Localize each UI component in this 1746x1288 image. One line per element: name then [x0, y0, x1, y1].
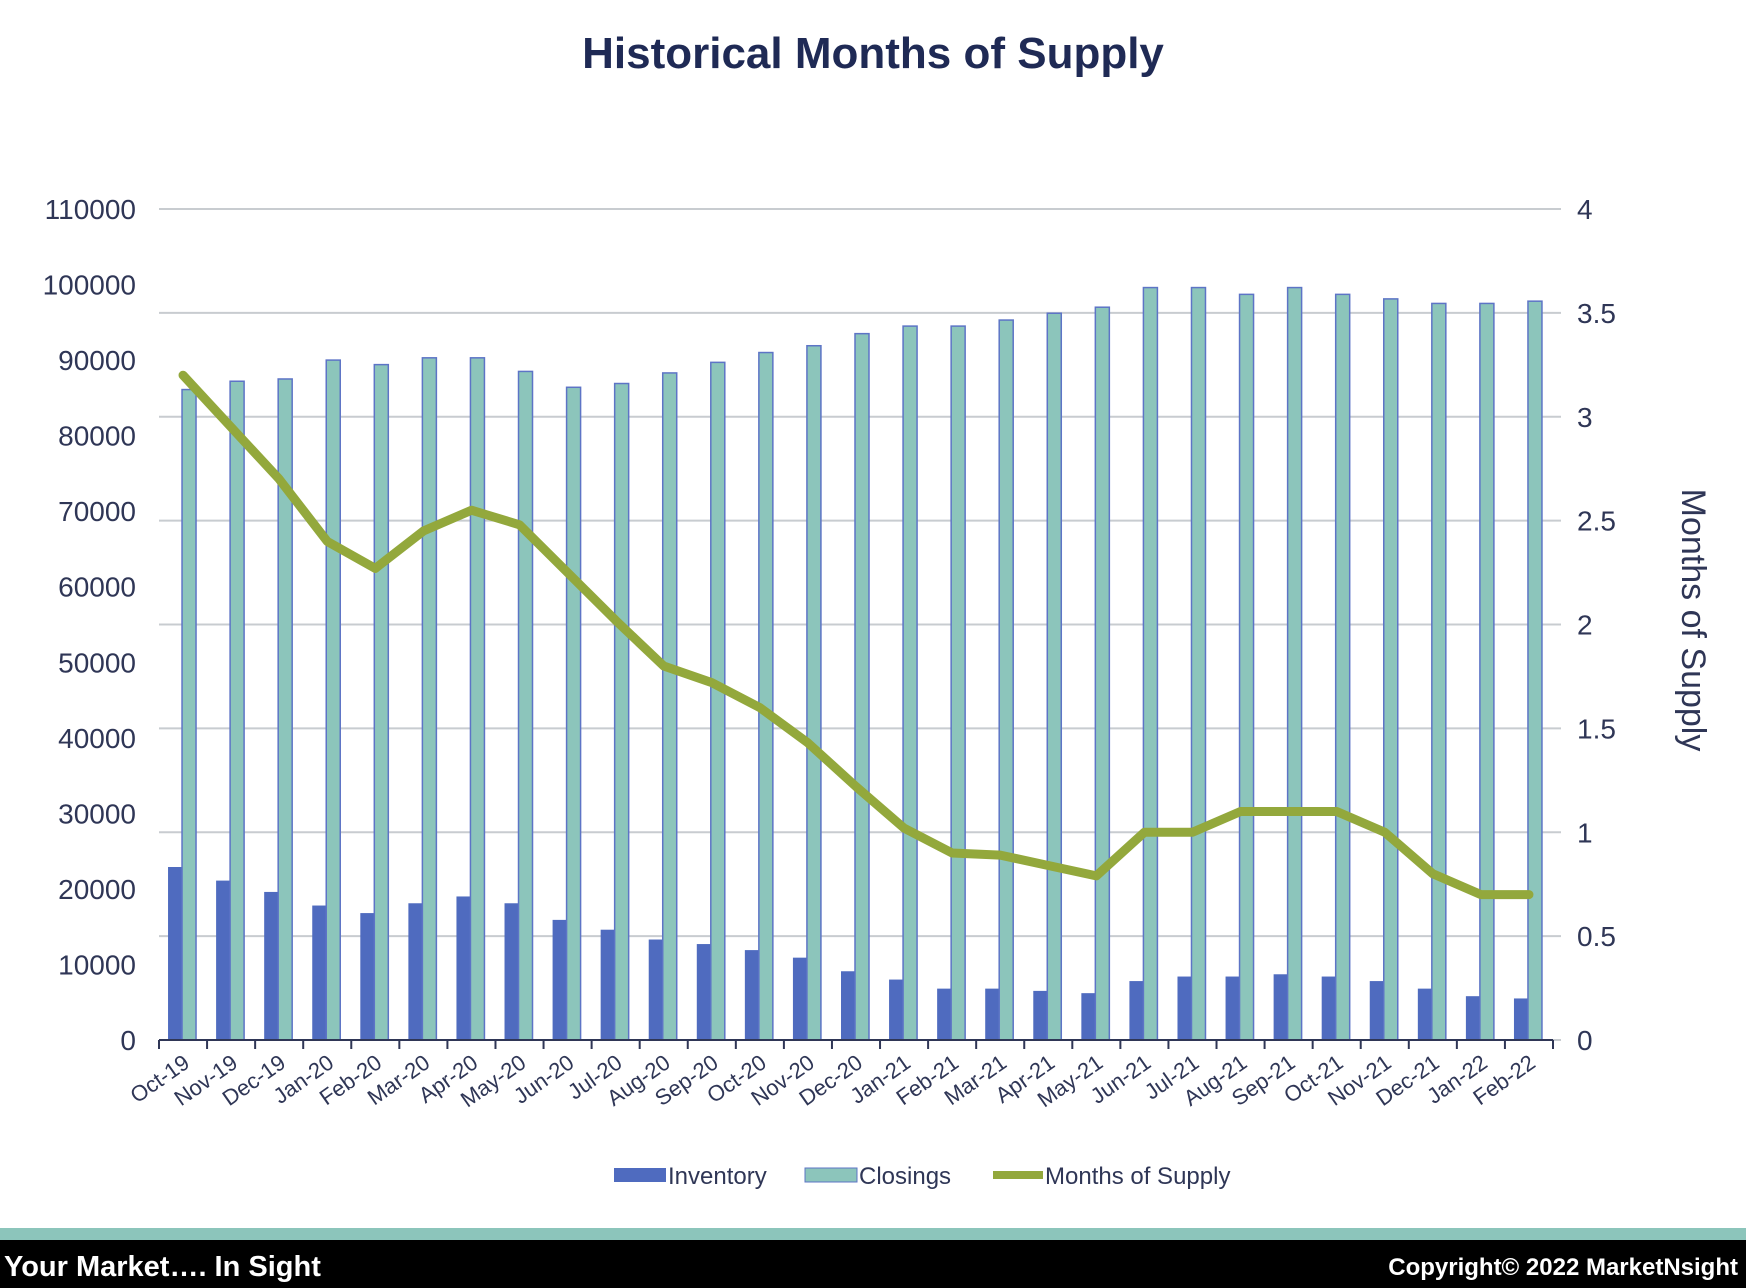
left-tick-label: 20000: [58, 874, 136, 905]
legend-swatch-inventory: [614, 1168, 666, 1182]
closings-bar: [517, 370, 534, 1041]
inventory-bar: [168, 867, 183, 1040]
left-tick-label: 60000: [58, 572, 136, 603]
inventory-bar: [1465, 996, 1480, 1040]
closings-bar: [1431, 302, 1447, 1041]
closings-bar: [565, 386, 582, 1041]
inventory-bar: [360, 913, 375, 1040]
left-tick-label: 30000: [58, 798, 136, 829]
closings-bar: [710, 361, 726, 1041]
left-tick-label: 80000: [58, 421, 136, 452]
closings-bar: [1238, 293, 1255, 1041]
closings-bar: [950, 325, 966, 1041]
inventory-bar: [216, 880, 231, 1040]
left-tick-label: 110000: [45, 194, 136, 225]
inventory-bar: [696, 944, 711, 1040]
legend-label: Closings: [859, 1163, 951, 1190]
inventory-bar: [889, 979, 904, 1040]
inventory-bar: [1225, 976, 1240, 1040]
footer-stripe: [0, 1228, 1746, 1240]
closings-bar: [854, 332, 870, 1041]
right-tick-label: 2.5: [1577, 506, 1616, 537]
inventory-bar: [264, 891, 279, 1040]
legend: Inventory Closings Months of Supply: [614, 1163, 1230, 1190]
inventory-bar: [1321, 976, 1336, 1040]
right-tick-label: 1.5: [1577, 713, 1616, 744]
right-axis-title: Months of Supply: [1674, 489, 1712, 752]
closings-bar: [1190, 286, 1207, 1041]
closings-bar: [998, 319, 1014, 1041]
inventory-bar: [792, 957, 807, 1040]
chart-title: Historical Months of Supply: [582, 29, 1164, 78]
closings-bar: [469, 357, 486, 1041]
inventory-bar: [1369, 981, 1384, 1040]
inventory-bar: [504, 903, 519, 1040]
closings-bar: [181, 388, 197, 1041]
inventory-bar: [1417, 988, 1432, 1040]
right-tick-label: 0.5: [1577, 921, 1616, 952]
closings-bar: [229, 380, 245, 1041]
left-tick-label: 10000: [58, 949, 136, 980]
closings-bar: [325, 359, 341, 1041]
closings-bar: [1334, 293, 1351, 1041]
inventory-bar: [1081, 993, 1096, 1040]
left-tick-label: 50000: [58, 647, 136, 678]
footer-tagline: Your Market…. In Sight: [4, 1251, 321, 1283]
closings-bar: [1527, 300, 1543, 1041]
closings-bar: [1142, 286, 1159, 1041]
closings-bar: [661, 372, 678, 1041]
inventory-bar: [1129, 981, 1144, 1040]
closings-bar: [1094, 306, 1111, 1041]
closings-bar: [1046, 312, 1063, 1041]
left-tick-label: 40000: [58, 723, 136, 754]
right-tick-label: 1: [1577, 817, 1593, 848]
left-tick-label: 90000: [58, 345, 136, 376]
right-tick-label: 0: [1577, 1025, 1593, 1056]
inventory-bar: [552, 919, 567, 1040]
months-of-supply-line: [178, 370, 1534, 900]
left-tick-label: 70000: [58, 496, 136, 527]
inventory-bar: [841, 971, 855, 1040]
inventory-bar: [600, 929, 615, 1040]
right-tick-label: 3: [1577, 402, 1593, 433]
footer-copyright: Copyright© 2022 MarketNsight: [1388, 1254, 1738, 1281]
closings-bar: [1479, 302, 1495, 1041]
legend-swatch-closings: [804, 1167, 858, 1183]
closings-bar: [421, 357, 438, 1041]
inventory-bar: [648, 939, 663, 1040]
inventory-bar: [1177, 976, 1192, 1040]
inventory-bar: [312, 905, 327, 1040]
footer-bar: [0, 1240, 1746, 1288]
closings-bar: [1286, 286, 1303, 1041]
closings-bar: [373, 363, 390, 1041]
right-tick-label: 3.5: [1577, 298, 1616, 329]
closings-bar: [902, 325, 918, 1041]
closings-bar: [1383, 298, 1399, 1041]
left-tick-label: 0: [120, 1025, 136, 1056]
inventory-bar: [1273, 974, 1288, 1040]
closings-bar: [806, 344, 822, 1041]
inventory-bar: [456, 896, 471, 1040]
inventory-bar: [408, 903, 423, 1040]
inventory-bar: [744, 950, 759, 1040]
inventory-bar: [1513, 998, 1528, 1040]
inventory-bar: [937, 988, 952, 1040]
inventory-bar: [1033, 990, 1048, 1040]
right-tick-label: 2: [1577, 610, 1593, 641]
right-tick-label: 4: [1577, 194, 1593, 225]
legend-label: Inventory: [668, 1163, 767, 1190]
closings-bar: [758, 351, 774, 1041]
closings-bar: [613, 382, 630, 1041]
left-tick-label: 100000: [43, 270, 136, 301]
legend-label: Months of Supply: [1045, 1163, 1230, 1190]
inventory-bar: [985, 988, 1000, 1040]
